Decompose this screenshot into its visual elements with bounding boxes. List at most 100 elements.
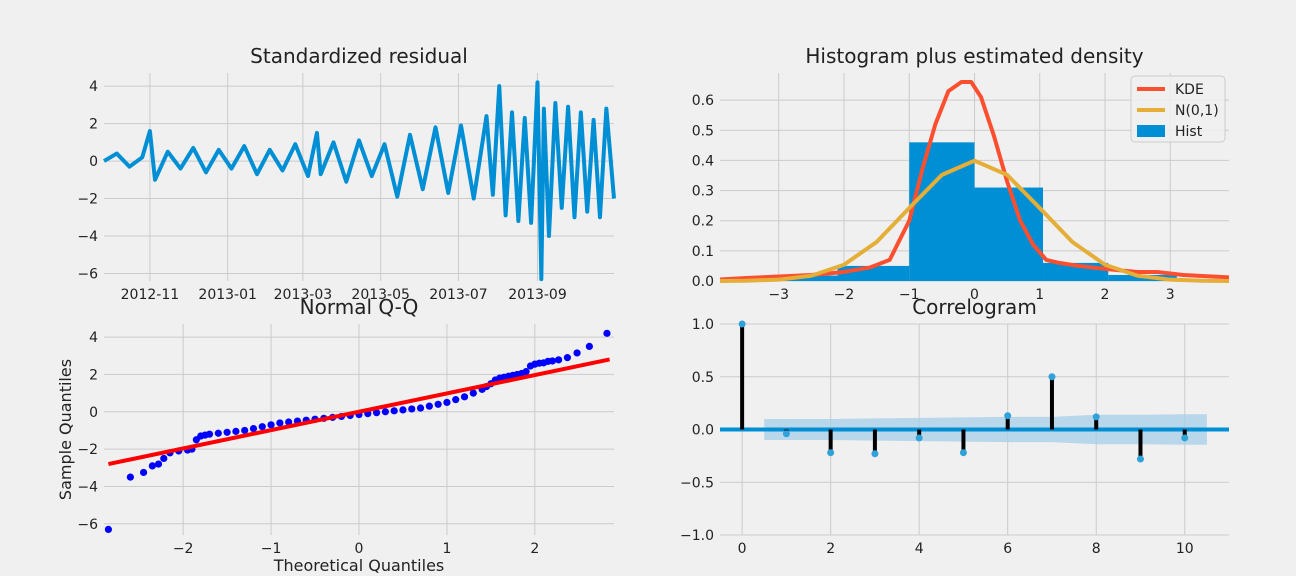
qq-point bbox=[434, 400, 442, 408]
qq-point bbox=[381, 408, 389, 416]
x-tick-label: −1 bbox=[899, 287, 920, 303]
x-tick-label: 3 bbox=[1166, 287, 1175, 303]
y-tick-label: 0.3 bbox=[692, 184, 714, 200]
qq-reference-line bbox=[107, 357, 611, 467]
histogram-bar bbox=[974, 187, 1044, 281]
x-axis-label: Theoretical Quantiles bbox=[273, 556, 445, 575]
y-tick-label: −0.5 bbox=[680, 475, 714, 491]
legend-label: N(0,1) bbox=[1175, 103, 1219, 119]
y-tick-label: 0.5 bbox=[692, 123, 714, 139]
qq-point bbox=[214, 429, 222, 437]
chart-title: Histogram plus estimated density bbox=[805, 44, 1143, 68]
qq-point bbox=[573, 349, 581, 357]
y-tick-label: −4 bbox=[77, 229, 98, 245]
x-tick-label: 0 bbox=[738, 541, 747, 557]
qq-point bbox=[372, 409, 381, 417]
residual-series-line bbox=[102, 80, 616, 282]
qq-point bbox=[232, 427, 240, 435]
qq-point bbox=[460, 393, 469, 401]
qq-point bbox=[276, 419, 284, 427]
y-tick-label: −6 bbox=[77, 517, 98, 533]
x-tick-label: 10 bbox=[1176, 541, 1194, 557]
acf-marker bbox=[782, 430, 790, 438]
panel-2: −2 −1 0 1 2 4 2 0 −2 −4 −6 Normal Q-Q Theoretical Qu… bbox=[56, 295, 614, 575]
chart-title: Standardized residual bbox=[250, 44, 468, 68]
x-tick-label: 2013-07 bbox=[429, 287, 488, 303]
qq-point bbox=[126, 473, 134, 481]
qq-point bbox=[160, 454, 168, 463]
acf-marker bbox=[827, 449, 835, 457]
y-tick-label: −1.0 bbox=[680, 528, 714, 544]
y-tick-label: −4 bbox=[77, 479, 98, 495]
acf-marker bbox=[959, 449, 967, 457]
qq-point bbox=[408, 405, 416, 413]
qq-point bbox=[154, 460, 163, 468]
y-tick-label: 0.6 bbox=[692, 93, 714, 109]
qq-point bbox=[148, 462, 156, 470]
x-tick-label: 0 bbox=[355, 541, 364, 557]
qq-point bbox=[522, 368, 530, 376]
panel-0: 2012-11 2013-01 2013-03 2013-05 2013-07 2013-… bbox=[77, 44, 616, 303]
y-tick-label: −2 bbox=[77, 192, 98, 208]
acf-marker bbox=[915, 434, 923, 442]
x-tick-label: 2013-03 bbox=[274, 287, 333, 303]
y-tick-label: 4 bbox=[89, 330, 98, 346]
normal-series-line bbox=[719, 158, 1230, 283]
qq-point bbox=[223, 428, 231, 436]
y-tick-label: 0.2 bbox=[692, 214, 714, 230]
qq-point bbox=[139, 468, 148, 477]
acf-marker bbox=[1136, 455, 1144, 463]
y-tick-label: 4 bbox=[89, 79, 98, 95]
y-tick-label: 0 bbox=[89, 405, 98, 421]
x-tick-label: 0 bbox=[970, 287, 979, 303]
y-tick-label: 0.0 bbox=[692, 423, 714, 439]
y-tick-label: 2 bbox=[89, 117, 98, 133]
x-tick-label: 4 bbox=[915, 541, 924, 557]
qq-point bbox=[452, 396, 460, 404]
y-tick-label: −6 bbox=[77, 267, 98, 283]
chart-title: Normal Q-Q bbox=[300, 295, 419, 319]
y-tick-label: 2 bbox=[89, 367, 98, 383]
legend-label: KDE bbox=[1175, 82, 1204, 98]
qq-point bbox=[603, 329, 611, 337]
acf-marker bbox=[871, 450, 879, 458]
x-tick-label: 2 bbox=[826, 541, 835, 557]
legend-swatch bbox=[1137, 125, 1165, 137]
qq-point bbox=[416, 404, 425, 412]
acf-marker bbox=[1181, 434, 1189, 442]
qq-point bbox=[258, 423, 266, 431]
x-tick-label: −2 bbox=[834, 287, 855, 303]
x-tick-label: 2013-01 bbox=[198, 287, 257, 303]
y-axis-label: Sample Quantiles bbox=[56, 359, 75, 500]
y-tick-label: 0.5 bbox=[692, 370, 714, 386]
x-tick-label: −1 bbox=[261, 541, 282, 557]
qq-point bbox=[104, 525, 112, 533]
qq-point bbox=[285, 418, 293, 426]
x-tick-label: 1 bbox=[442, 541, 451, 557]
x-tick-label: 2 bbox=[1101, 287, 1110, 303]
x-tick-label: 2013-05 bbox=[351, 287, 410, 303]
x-tick-label: 2013-09 bbox=[508, 287, 567, 303]
panel-3: 0 2 4 6 8 10 1.0 0.5 0.0 −0.5 −1.0 Correlogram bbox=[680, 295, 1229, 557]
qq-point bbox=[548, 357, 557, 365]
y-tick-label: −2 bbox=[77, 442, 98, 458]
qq-point bbox=[390, 407, 398, 415]
acf-marker bbox=[738, 320, 746, 328]
qq-point bbox=[443, 398, 451, 407]
x-tick-label: −2 bbox=[173, 541, 194, 557]
legend: KDE N(0,1) Hist bbox=[1130, 75, 1226, 143]
qq-point bbox=[469, 389, 477, 397]
legend-label: Hist bbox=[1175, 124, 1203, 140]
qq-point bbox=[425, 402, 433, 410]
y-tick-label: 0.4 bbox=[692, 153, 714, 169]
acf-marker bbox=[1004, 412, 1012, 420]
chart-title: Correlogram bbox=[912, 295, 1037, 319]
qq-point bbox=[267, 421, 275, 429]
qq-point bbox=[563, 354, 571, 362]
y-tick-label: 0 bbox=[89, 154, 98, 170]
x-tick-label: −3 bbox=[768, 287, 789, 303]
kde-series-line bbox=[719, 80, 1230, 282]
acf-marker bbox=[1048, 373, 1056, 381]
x-tick-label: 1 bbox=[1035, 287, 1044, 303]
